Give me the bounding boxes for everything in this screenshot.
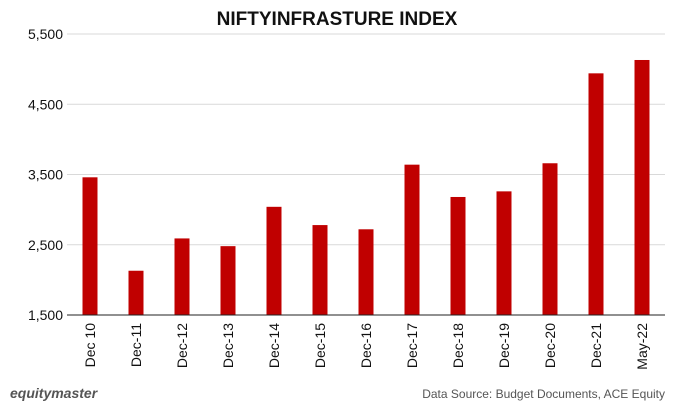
y-tick-label: 1,500: [28, 307, 63, 323]
bar: [128, 270, 144, 315]
x-tick-label: Dec-17: [404, 323, 420, 368]
x-axis-ticks: Dec 10 Dec-11 Dec-12 Dec-13 Dec-14 Dec-15 Dec-…: [82, 323, 650, 370]
bar: [404, 164, 420, 315]
y-tick-label: 3,500: [28, 167, 63, 183]
bar: [358, 229, 374, 315]
y-tick-label: 4,500: [28, 96, 63, 112]
x-tick-label: Dec-12: [174, 323, 190, 368]
x-tick-label: Dec 10: [82, 323, 98, 368]
x-tick-label: Dec-21: [588, 323, 604, 368]
bar: [220, 246, 236, 315]
x-tick-label: Dec-16: [358, 323, 374, 368]
bar: [312, 225, 328, 315]
x-tick-label: Dec-15: [312, 323, 328, 368]
x-tick-label: Dec-13: [220, 323, 236, 368]
y-tick-label: 5,500: [28, 26, 63, 42]
bar: [266, 206, 282, 315]
chart-title: NIFTYINFRASTURE INDEX: [217, 9, 458, 30]
x-tick-label: Dec-19: [496, 323, 512, 368]
x-tick-label: Dec-14: [266, 323, 282, 368]
brand-logo: equitymaster: [10, 385, 99, 401]
gridlines: [67, 33, 665, 246]
x-tick-label: Dec-20: [542, 323, 558, 368]
bar: [634, 59, 650, 316]
bar: [450, 196, 466, 315]
bar: [174, 238, 190, 315]
data-source: Data Source: Budget Documents, ACE Equit…: [422, 387, 665, 401]
bars: [82, 59, 650, 316]
bar: [542, 163, 558, 315]
x-tick-label: Dec-18: [450, 323, 466, 368]
x-tick-label: May-22: [634, 323, 650, 370]
bar: [588, 73, 604, 315]
y-tick-label: 2,500: [28, 237, 63, 253]
bar: [82, 177, 98, 315]
y-axis-ticks: 1,500 2,500 3,500 4,500 5,500: [28, 26, 63, 323]
x-tick-label: Dec-11: [128, 323, 144, 367]
bar: [496, 191, 512, 315]
